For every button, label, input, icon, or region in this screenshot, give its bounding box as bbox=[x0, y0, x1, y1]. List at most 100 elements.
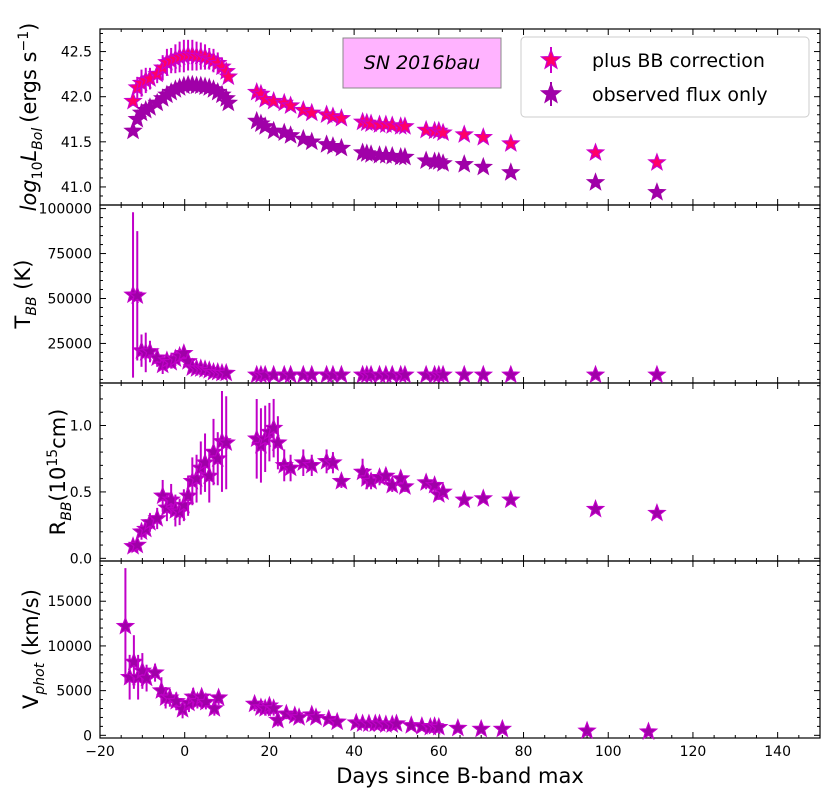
data-point bbox=[218, 92, 239, 112]
y-tick-label: 0.5 bbox=[70, 485, 92, 501]
series-1-0 bbox=[123, 212, 667, 384]
data-point bbox=[577, 720, 597, 740]
data-point bbox=[395, 364, 415, 384]
data-point bbox=[216, 362, 236, 382]
data-point bbox=[302, 131, 322, 151]
series-0-0 bbox=[123, 39, 667, 171]
data-point bbox=[433, 153, 453, 172]
ylabel-velocity: Vphot (km/s) bbox=[19, 589, 48, 709]
y-tick-label: 1.0 bbox=[70, 419, 92, 435]
data-point bbox=[255, 116, 275, 135]
y-tick-label: 42.0 bbox=[61, 90, 92, 106]
data-point bbox=[395, 116, 415, 135]
data-point bbox=[471, 718, 491, 738]
xlabel: Days since B-band max bbox=[336, 764, 584, 788]
y-tick-label: 41.0 bbox=[61, 180, 92, 196]
data-point bbox=[585, 172, 606, 191]
data-point bbox=[473, 156, 494, 176]
panel-frame-velocity bbox=[99, 560, 821, 739]
data-point bbox=[166, 691, 186, 710]
axis-ticks: 41.041.542.042.52500050000750001000000.0… bbox=[39, 29, 821, 760]
data-point bbox=[327, 711, 347, 731]
y-tick-label: 0.0 bbox=[70, 551, 92, 567]
data-point bbox=[147, 508, 167, 527]
x-tick-label: 20 bbox=[260, 744, 278, 760]
data-point bbox=[501, 489, 521, 509]
data-point bbox=[263, 90, 284, 110]
data-point bbox=[132, 660, 153, 680]
y-tick-label: 50000 bbox=[47, 291, 92, 307]
data-point bbox=[585, 142, 606, 161]
data-point bbox=[218, 66, 239, 86]
data-point bbox=[429, 717, 449, 736]
data-point bbox=[331, 471, 352, 490]
data-point bbox=[195, 452, 215, 471]
data-point bbox=[647, 152, 667, 171]
data-point bbox=[386, 713, 407, 732]
data-point bbox=[124, 651, 144, 671]
data-point bbox=[331, 364, 352, 384]
data-point bbox=[280, 457, 301, 477]
data-point bbox=[289, 707, 309, 726]
data-point bbox=[151, 680, 172, 699]
x-tick-label: −20 bbox=[85, 744, 115, 760]
annotation-text: SN 2016bau bbox=[364, 52, 480, 74]
data-point bbox=[390, 468, 411, 487]
data-point bbox=[433, 481, 453, 501]
y-tick-label: 41.5 bbox=[61, 135, 92, 151]
data-point bbox=[376, 465, 396, 485]
legend-entry-2: observed flux only bbox=[592, 84, 768, 106]
data-point bbox=[473, 488, 494, 507]
panel-frame-temperature bbox=[99, 204, 821, 384]
data-point bbox=[204, 698, 225, 717]
data-point bbox=[323, 452, 343, 471]
data-point bbox=[216, 432, 236, 452]
data-point bbox=[174, 494, 194, 514]
ylabel-radius: RBB(1015cm) bbox=[45, 409, 75, 536]
annotation-box bbox=[342, 37, 502, 89]
data-point bbox=[302, 455, 322, 474]
x-tick-label: 80 bbox=[515, 744, 533, 760]
data-point bbox=[401, 715, 422, 734]
data-point bbox=[454, 489, 474, 509]
data-point bbox=[647, 364, 667, 384]
series-3-0 bbox=[115, 568, 659, 741]
data-point bbox=[454, 124, 474, 143]
data-point bbox=[416, 472, 436, 491]
data-point bbox=[123, 90, 143, 110]
ylabel-luminosity: log10LBol(ergs s−1) bbox=[16, 23, 46, 212]
data-point bbox=[280, 95, 301, 114]
y-tick-label: 0 bbox=[83, 728, 92, 744]
data-point bbox=[585, 364, 606, 384]
legend-markers bbox=[539, 47, 563, 106]
y-tick-label: 15000 bbox=[47, 594, 92, 610]
data-point bbox=[268, 432, 288, 452]
data-point bbox=[127, 285, 147, 305]
data-marks bbox=[115, 39, 667, 741]
data-point bbox=[331, 108, 352, 127]
data-point bbox=[208, 687, 229, 707]
legend-box bbox=[520, 36, 810, 118]
data-point bbox=[115, 616, 136, 635]
data-point bbox=[454, 364, 474, 384]
data-point bbox=[293, 452, 314, 471]
data-point bbox=[208, 448, 228, 467]
data-point bbox=[263, 120, 284, 140]
data-point bbox=[199, 465, 219, 485]
data-point bbox=[161, 489, 181, 509]
data-point bbox=[293, 128, 314, 148]
x-tick-label: 0 bbox=[180, 744, 189, 760]
x-tick-label: 120 bbox=[680, 744, 707, 760]
data-point bbox=[501, 162, 521, 181]
data-point bbox=[152, 485, 173, 505]
data-point bbox=[473, 127, 494, 146]
data-point bbox=[263, 417, 284, 437]
data-point bbox=[501, 133, 521, 152]
data-point bbox=[433, 364, 453, 384]
data-point bbox=[127, 534, 147, 554]
data-point bbox=[492, 718, 513, 738]
y-tick-label: 100000 bbox=[39, 202, 92, 218]
y-tick-label: 25000 bbox=[47, 336, 92, 352]
data-point bbox=[318, 709, 339, 728]
